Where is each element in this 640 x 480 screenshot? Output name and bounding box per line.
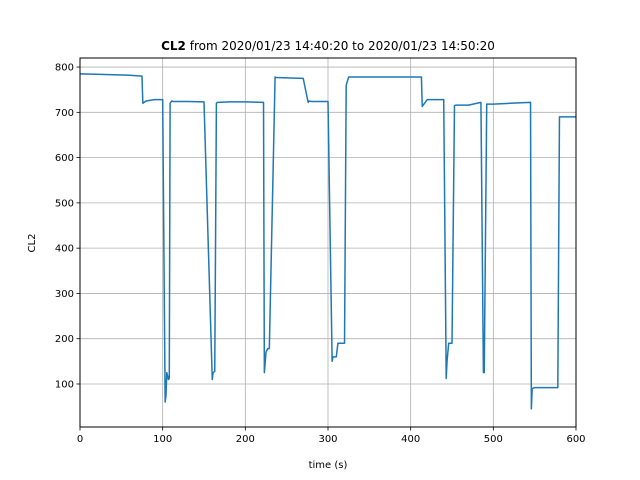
x-tick-label: 400 [401, 434, 420, 445]
x-tick-label: 200 [236, 434, 255, 445]
x-axis: 0 100 200 300 400 500 600 [77, 427, 586, 445]
y-tick-label: 700 [55, 108, 74, 119]
x-tick-label: 300 [318, 434, 337, 445]
y-tick-label: 300 [55, 289, 74, 300]
y-tick-label: 100 [55, 379, 74, 390]
x-tick-label: 100 [153, 434, 172, 445]
chart-title: CL2 from 2020/01/23 14:40:20 to 2020/01/… [161, 39, 495, 53]
x-tick-label: 600 [566, 434, 585, 445]
x-axis-label: time (s) [309, 460, 348, 471]
y-tick-label: 500 [55, 198, 74, 209]
y-tick-label: 200 [55, 334, 74, 345]
y-tick-label: 400 [55, 244, 74, 255]
y-tick-label: 600 [55, 153, 74, 164]
y-axis: 100 200 300 400 500 600 700 800 [55, 63, 80, 390]
y-tick-label: 800 [55, 63, 74, 74]
chart-title-rest: from 2020/01/23 14:40:20 to 2020/01/23 1… [186, 39, 495, 53]
y-axis-label: CL2 [27, 234, 38, 253]
chart-title-bold: CL2 [161, 39, 186, 53]
series-line [79, 73, 576, 410]
x-tick-label: 0 [77, 434, 83, 445]
series-layer [79, 73, 576, 410]
x-tick-label: 500 [484, 434, 503, 445]
